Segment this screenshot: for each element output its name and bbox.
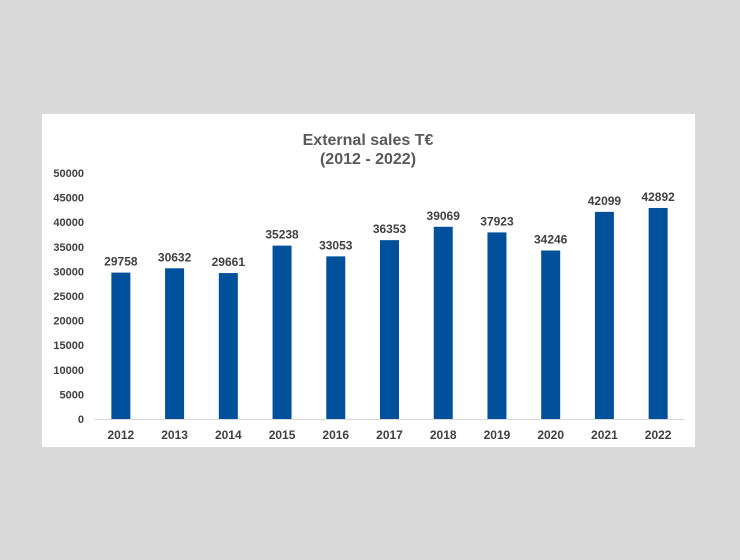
y-tick-label: 30000 <box>53 266 84 278</box>
y-tick-label: 20000 <box>53 316 84 328</box>
chart-title: External sales T€ <box>303 132 434 149</box>
x-tick-label: 2022 <box>645 428 672 442</box>
data-label: 30632 <box>158 250 192 264</box>
x-axis: 2012 2013 2014 2015 2016 2017 2018 2019 2020 2021… <box>94 419 685 442</box>
bar <box>272 245 292 419</box>
y-tick-label: 10000 <box>53 365 84 377</box>
bar <box>594 211 614 419</box>
x-tick-label: 2018 <box>430 428 457 442</box>
data-label: 35238 <box>265 228 299 242</box>
data-label: 33053 <box>319 238 353 252</box>
x-tick-label: 2013 <box>161 428 188 442</box>
data-label: 39069 <box>427 209 461 223</box>
chart-subtitle: (2012 - 2022) <box>320 151 416 168</box>
x-tick-label: 2012 <box>108 428 135 442</box>
x-tick-label: 2015 <box>269 428 296 442</box>
bar <box>326 256 346 419</box>
bar <box>111 272 131 419</box>
y-tick-label: 35000 <box>53 242 84 254</box>
y-tick-label: 40000 <box>53 217 84 229</box>
x-tick-label: 2019 <box>484 428 511 442</box>
y-tick-label: 15000 <box>53 340 84 352</box>
data-label: 29758 <box>104 255 138 269</box>
data-label: 37923 <box>480 214 514 228</box>
bar-chart: External sales T€ (2012 - 2022) 0 5000 100… <box>53 132 685 442</box>
x-tick-label: 2016 <box>322 428 349 442</box>
x-tick-label: 2021 <box>591 428 618 442</box>
x-tick-label: 2020 <box>537 428 564 442</box>
y-tick-label: 45000 <box>53 193 84 205</box>
data-label: 36353 <box>373 222 407 236</box>
data-label: 29661 <box>212 255 246 269</box>
y-tick-label: 0 <box>78 414 84 426</box>
data-label: 42892 <box>641 190 675 204</box>
bar <box>165 268 185 419</box>
y-tick-label: 50000 <box>53 168 84 180</box>
y-tick-label: 25000 <box>53 291 84 303</box>
x-tick-label: 2017 <box>376 428 403 442</box>
y-tick-label: 5000 <box>60 389 84 401</box>
y-axis: 0 5000 10000 15000 20000 25000 30000 35000 40000… <box>53 168 84 426</box>
bar <box>380 240 399 419</box>
bar <box>487 232 507 419</box>
x-tick-label: 2014 <box>215 428 242 442</box>
chart-panel: External sales T€ (2012 - 2022) 0 5000 100… <box>42 114 695 447</box>
bar <box>433 226 453 419</box>
bar <box>218 273 238 419</box>
data-label: 42099 <box>588 194 622 208</box>
bar <box>648 207 668 419</box>
data-label: 34246 <box>534 233 568 247</box>
bars: 29758 30632 29661 35238 33053 36353 39069 37923… <box>104 190 675 419</box>
bar <box>541 250 561 419</box>
